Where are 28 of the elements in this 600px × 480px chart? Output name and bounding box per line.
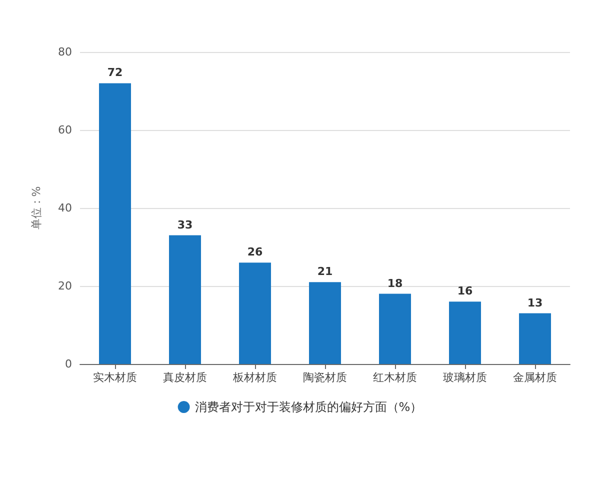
- x-tick-label: 玻璃材质: [443, 371, 487, 384]
- data-label: 21: [317, 265, 333, 278]
- bar: [449, 302, 481, 364]
- x-tick-label: 实木材质: [93, 371, 137, 384]
- bar: [239, 262, 271, 364]
- y-tick-label: 0: [65, 358, 72, 370]
- y-tick-label: 40: [58, 202, 72, 214]
- data-label: 33: [177, 218, 193, 232]
- x-tick-label: 真皮材质: [163, 371, 207, 384]
- bar: [309, 282, 341, 364]
- x-tick-label: 陶瓷材质: [303, 371, 347, 384]
- x-tick-label: 板材材质: [232, 371, 277, 384]
- data-label: 26: [247, 246, 263, 259]
- x-tick-label: 金属材质: [513, 371, 557, 384]
- x-tick-label: 红木材质: [373, 371, 417, 384]
- y-tick-label: 60: [58, 124, 72, 136]
- data-label: 13: [527, 296, 543, 310]
- data-label: 18: [387, 276, 403, 290]
- bar: [379, 294, 411, 364]
- legend-label: 消费者对于对于装修材质的偏好方面（%）: [194, 400, 422, 414]
- bar: [519, 313, 551, 364]
- y-axis-title: 单位：%: [30, 186, 43, 230]
- y-tick-label: 80: [58, 46, 72, 58]
- y-tick-label: 20: [58, 280, 72, 292]
- bar: [169, 235, 201, 364]
- bar: [99, 83, 131, 364]
- data-label: 16: [457, 284, 473, 298]
- data-label: 72: [107, 66, 123, 80]
